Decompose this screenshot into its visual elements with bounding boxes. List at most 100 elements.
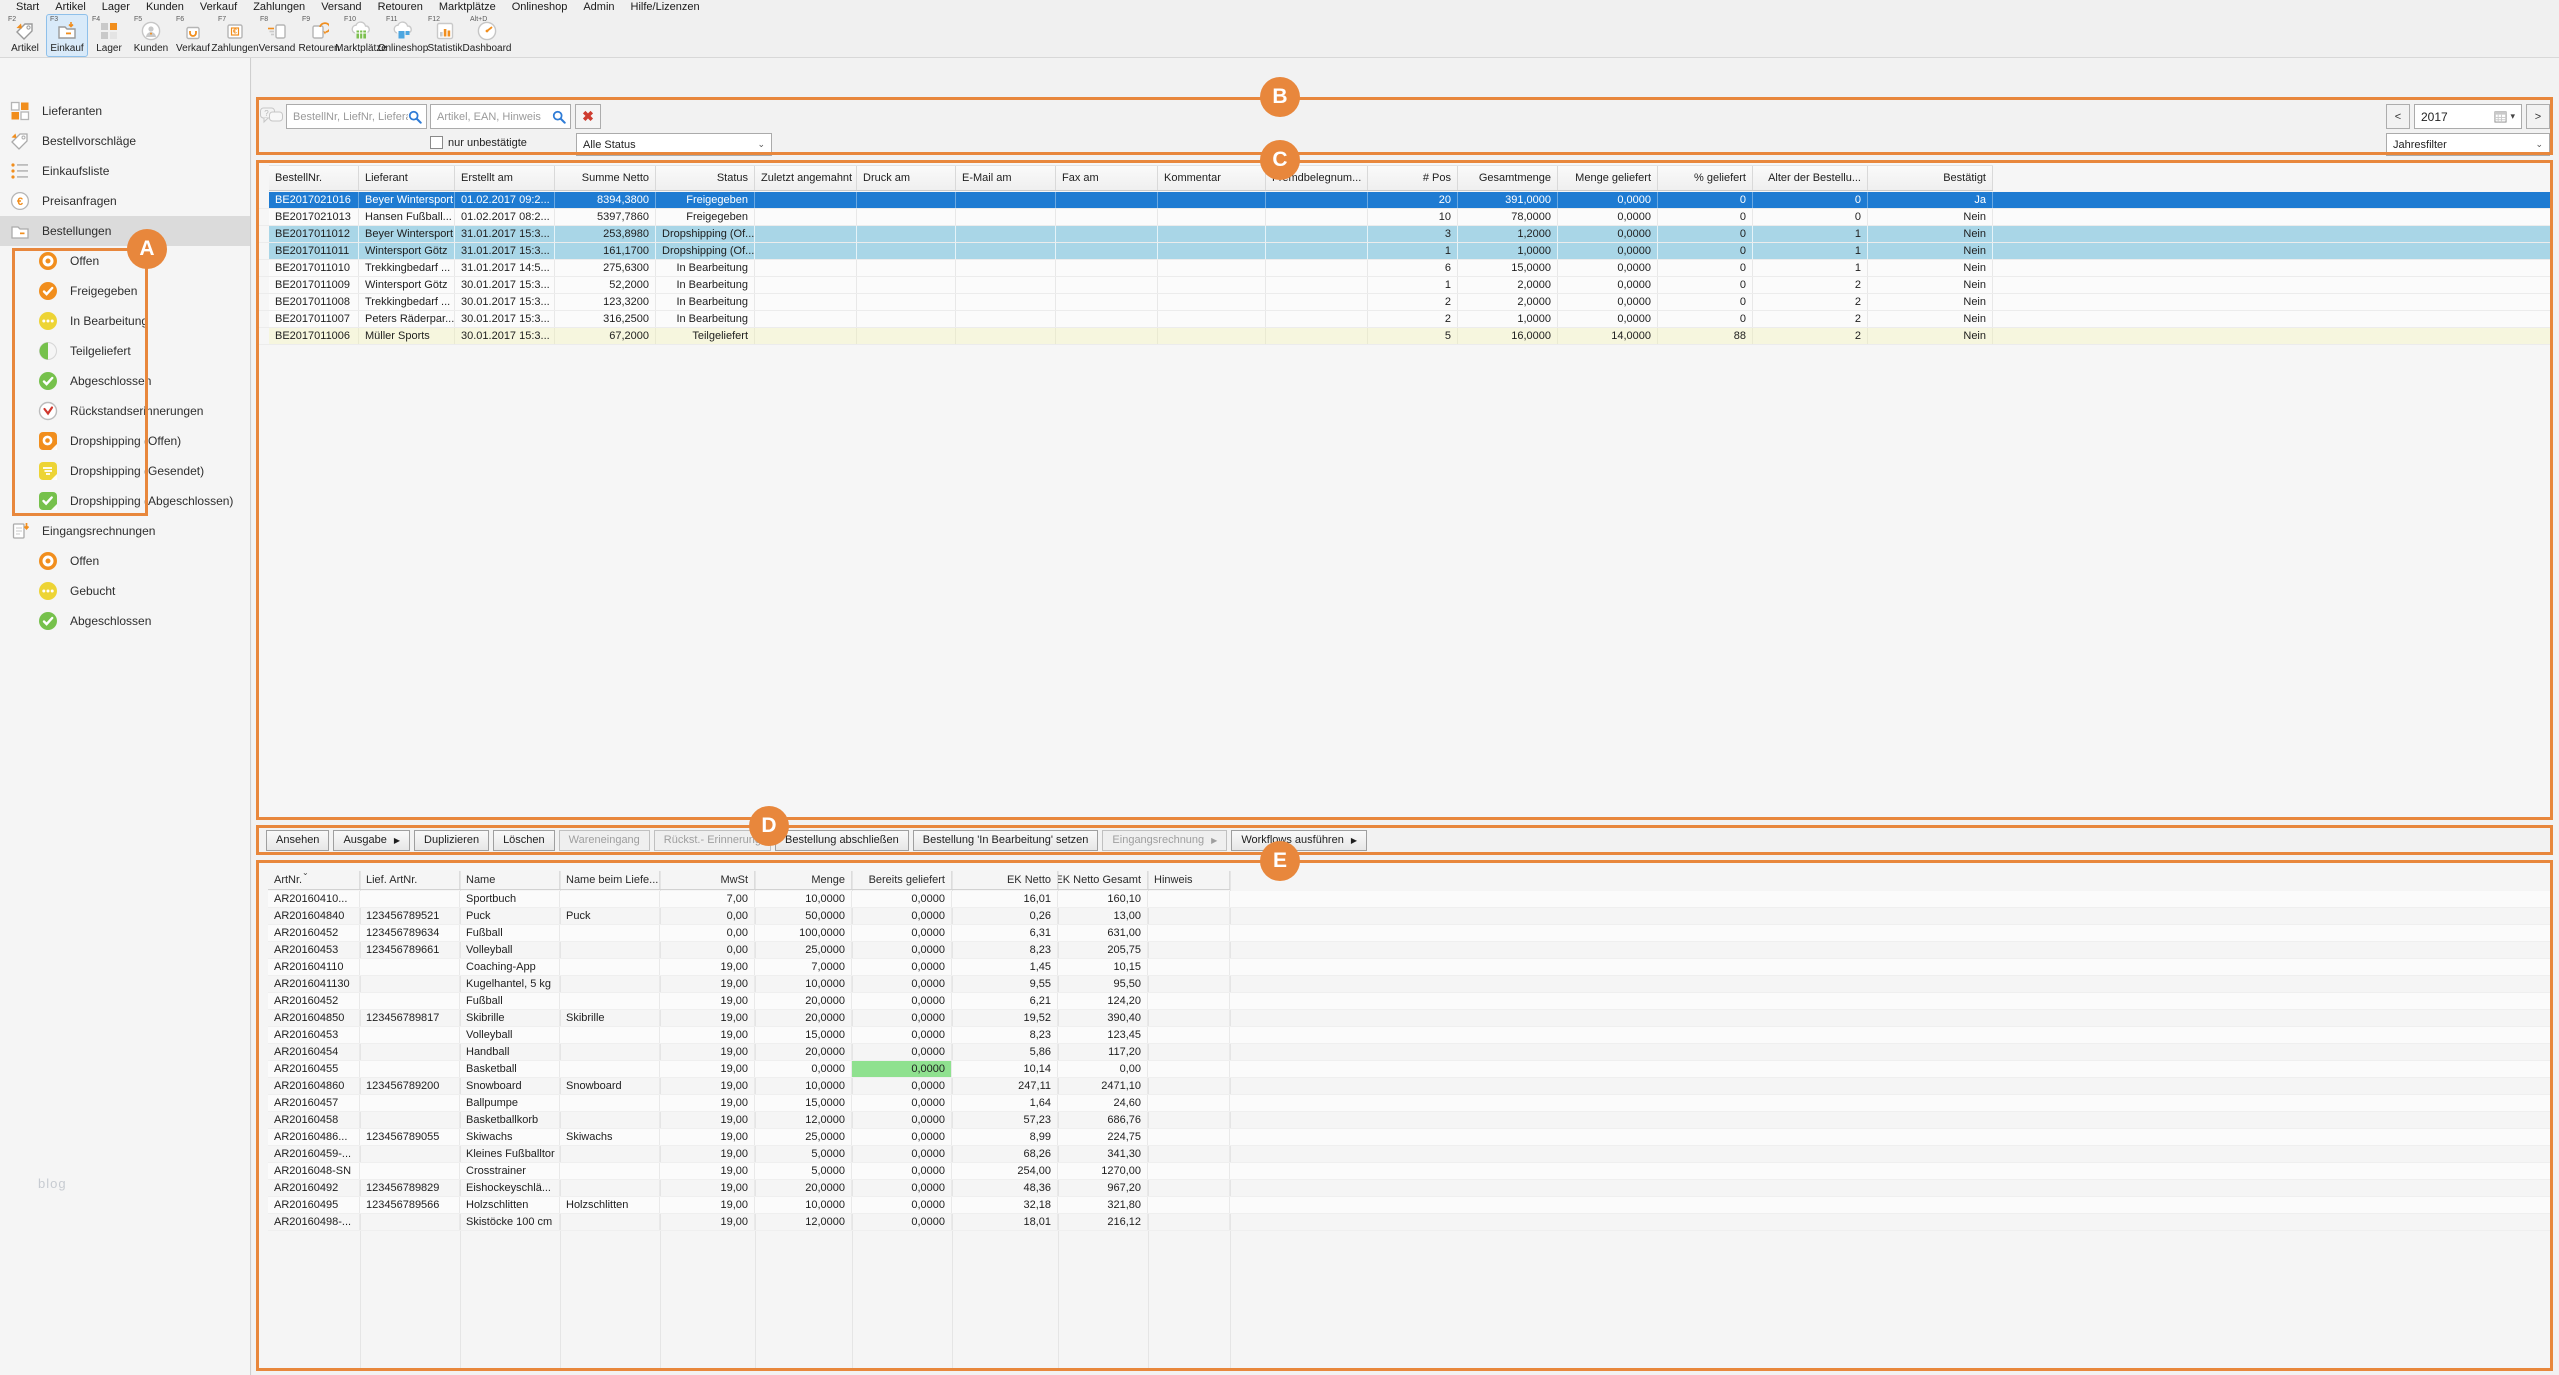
- position-row[interactable]: AR20160455 Basketball 19,00 0,0000 0,0000 10,…: [256, 1061, 2553, 1078]
- order-search-input[interactable]: [293, 110, 408, 123]
- toolbar-button-verkauf[interactable]: F6 Verkauf: [172, 14, 214, 57]
- column-header-pos[interactable]: # Pos: [1368, 166, 1458, 190]
- position-row[interactable]: AR2016048-SN Crosstrainer 19,00 5,0000 0,000…: [256, 1163, 2553, 1180]
- position-row[interactable]: AR20160452 123456789634 Fußball 0,00 100,000…: [256, 925, 2553, 942]
- position-row[interactable]: AR20160458 Basketballkorb 19,00 12,0000 0,00…: [256, 1112, 2553, 1129]
- toolbar-button-zahlungen[interactable]: F7 € Zahlungen: [211, 14, 258, 57]
- action-workflows-ausführen[interactable]: Workflows ausführen ▶: [1231, 829, 1367, 851]
- sidebar-item-abgeschlossen[interactable]: Abgeschlossen: [0, 366, 250, 396]
- position-row[interactable]: AR20160492 123456789829 Eishockeyschlä... 1…: [256, 1180, 2553, 1197]
- menu-item-lager[interactable]: Lager: [101, 1, 130, 13]
- column-header-erstellt-am[interactable]: Erstellt am: [455, 166, 555, 190]
- menu-item-verkauf[interactable]: Verkauf: [199, 1, 238, 13]
- column-header-lieferant[interactable]: Lieferant: [359, 166, 455, 190]
- column-header-fremdbelegnum[interactable]: Fremdbelegnum...: [1266, 166, 1368, 190]
- order-row[interactable]: BE2017021013 Hansen Fußball... 01.02.2017 …: [256, 209, 2553, 226]
- order-row[interactable]: BE2017011010 Trekkingbedarf ... 31.01.2017…: [256, 260, 2553, 277]
- sidebar-item-offen[interactable]: Offen: [0, 246, 250, 276]
- sidebar-item-einkaufsliste[interactable]: Einkaufsliste: [0, 156, 250, 186]
- column-header-gesamtmenge[interactable]: Gesamtmenge: [1458, 166, 1558, 190]
- sidebar-item-preisanfragen[interactable]: € Preisanfragen: [0, 186, 250, 216]
- position-row[interactable]: AR20160410... Sportbuch 7,00 10,0000 0,0000 1…: [256, 891, 2553, 908]
- toolbar-button-artikel[interactable]: F2 Artikel: [4, 14, 46, 57]
- article-search-input[interactable]: [437, 110, 552, 123]
- action-ausgabe[interactable]: Ausgabe ▶: [333, 829, 411, 851]
- column-header-name[interactable]: Name: [460, 871, 560, 889]
- toolbar-button-kunden[interactable]: F5 Kunden: [130, 14, 172, 57]
- menu-item-zahlungen[interactable]: Zahlungen: [253, 1, 306, 13]
- menu-item-kunden[interactable]: Kunden: [145, 1, 184, 13]
- sidebar-item-dropshipping-offen[interactable]: Dropshipping (Offen): [0, 426, 250, 456]
- status-filter-select[interactable]: Alle Status ⌄: [576, 133, 772, 156]
- position-row[interactable]: AR2016041130 Kugelhantel, 5 kg 19,00 10,000…: [256, 976, 2553, 993]
- toolbar-button-versand[interactable]: F8 Versand: [256, 14, 298, 57]
- toolbar-button-lager[interactable]: F4 Lager: [88, 14, 130, 57]
- year-picker[interactable]: 2017 ▾: [2414, 104, 2522, 129]
- search-icon[interactable]: [408, 110, 422, 124]
- column-header-geliefert[interactable]: % geliefert: [1658, 166, 1753, 190]
- column-header-ek-netto[interactable]: EK Netto: [952, 871, 1058, 889]
- column-header-artnr[interactable]: ArtNr. ⌄: [268, 871, 360, 889]
- action-löschen[interactable]: Löschen: [493, 829, 555, 851]
- menu-item-artikel[interactable]: Artikel: [55, 1, 86, 13]
- action-duplizieren[interactable]: Duplizieren: [414, 829, 490, 851]
- action-ansehen[interactable]: Ansehen: [266, 829, 330, 851]
- column-header-lief-artnr[interactable]: Lief. ArtNr.: [360, 871, 460, 889]
- column-header-bestellnr[interactable]: BestellNr.: [269, 166, 359, 190]
- column-header-bereits-geliefert[interactable]: Bereits geliefert: [852, 871, 952, 889]
- order-row[interactable]: BE2017021016 Beyer Wintersport 01.02.2017 …: [256, 192, 2553, 209]
- position-row[interactable]: AR201604860 123456789200 Snowboard Snowboar…: [256, 1078, 2553, 1095]
- sidebar-item-gebucht[interactable]: Gebucht: [0, 576, 250, 606]
- toolbar-button-dashboard[interactable]: Alt+D Dashboard: [463, 14, 512, 57]
- column-header-mwst[interactable]: MwSt: [660, 871, 755, 889]
- column-header-menge-geliefert[interactable]: Menge geliefert: [1558, 166, 1658, 190]
- column-header-hinweis[interactable]: Hinweis: [1148, 871, 1230, 889]
- column-header-fax-am[interactable]: Fax am: [1056, 166, 1158, 190]
- sidebar-item-dropshipping-gesendet[interactable]: Dropshipping (Gesendet): [0, 456, 250, 486]
- column-header-alter-der-bestellu[interactable]: Alter der Bestellu...: [1753, 166, 1868, 190]
- sidebar-item-bestellungen[interactable]: Bestellungen: [0, 216, 250, 246]
- action-bestellung-in-bearbeitung-setzen[interactable]: Bestellung 'In Bearbeitung' setzen: [912, 829, 1099, 851]
- next-year-button[interactable]: >: [2526, 104, 2550, 129]
- menu-item-start[interactable]: Start: [16, 1, 40, 13]
- unconfirmed-only-checkbox[interactable]: [430, 136, 443, 149]
- column-header-status[interactable]: Status: [656, 166, 755, 190]
- order-row[interactable]: BE2017011007 Peters Räderpar... 30.01.2017…: [256, 311, 2553, 328]
- action-bestellung-abschließen[interactable]: Bestellung abschließen: [775, 829, 909, 851]
- position-row[interactable]: AR201604850 123456789817 Skibrille Skibrill…: [256, 1010, 2553, 1027]
- order-row[interactable]: BE2017011008 Trekkingbedarf ... 30.01.2017…: [256, 294, 2553, 311]
- position-row[interactable]: AR20160453 123456789661 Volleyball 0,00 25,0…: [256, 942, 2553, 959]
- menu-item-admin[interactable]: Admin: [583, 1, 615, 13]
- column-header-druck-am[interactable]: Druck am: [857, 166, 956, 190]
- toolbar-button-retouren[interactable]: F9 Retouren: [298, 14, 340, 57]
- menu-item-retouren[interactable]: Retouren: [377, 1, 423, 13]
- order-row[interactable]: BE2017011012 Beyer Wintersport 31.01.2017 …: [256, 226, 2553, 243]
- position-row[interactable]: AR20160453 Volleyball 19,00 15,0000 0,0000 8,…: [256, 1027, 2553, 1044]
- position-row[interactable]: AR20160495 123456789566 Holzschlitten Holzs…: [256, 1197, 2553, 1214]
- menu-item-hilfe-lizenzen[interactable]: Hilfe/Lizenzen: [630, 1, 700, 13]
- column-header-name-beim-liefe[interactable]: Name beim Liefe...: [560, 871, 660, 889]
- search-icon[interactable]: [552, 110, 566, 124]
- toolbar-button-onlineshop[interactable]: F11 Onlineshop: [378, 14, 429, 57]
- position-row[interactable]: AR20160486... 123456789055 Skiwachs Skiwach…: [256, 1129, 2553, 1146]
- column-header-ek-netto-gesamt[interactable]: EK Netto Gesamt: [1058, 871, 1148, 889]
- sidebar-item-dropshipping-abgeschlossen[interactable]: Dropshipping (Abgeschlossen): [0, 486, 250, 516]
- sidebar-item-teilgeliefert[interactable]: Teilgeliefert: [0, 336, 250, 366]
- toolbar-button-marktplätze[interactable]: F10 Marktplätze: [335, 14, 387, 57]
- menu-item-onlineshop[interactable]: Onlineshop: [511, 1, 568, 13]
- order-row[interactable]: BE2017011009 Wintersport Götz 30.01.2017 1…: [256, 277, 2553, 294]
- position-row[interactable]: AR201604840 123456789521 Puck Puck 0,00 50,00…: [256, 908, 2553, 925]
- toolbar-button-statistik[interactable]: F12 Statistik: [424, 14, 466, 57]
- sidebar-item-lieferanten[interactable]: Lieferanten: [0, 96, 250, 126]
- menu-item-versand[interactable]: Versand: [321, 1, 362, 13]
- previous-year-button[interactable]: <: [2386, 104, 2410, 129]
- position-row[interactable]: AR20160498-... Skistöcke 100 cm 19,00 12,00…: [256, 1214, 2553, 1231]
- sidebar-item-abgeschlossen[interactable]: Abgeschlossen: [0, 606, 250, 636]
- position-row[interactable]: AR20160454 Handball 19,00 20,0000 0,0000 5,86…: [256, 1044, 2553, 1061]
- column-header-bestätigt[interactable]: Bestätigt: [1868, 166, 1993, 190]
- column-header-summe-netto[interactable]: Summe Netto: [555, 166, 656, 190]
- column-header-e-mail-am[interactable]: E-Mail am: [956, 166, 1056, 190]
- sidebar-item-offen[interactable]: Offen: [0, 546, 250, 576]
- column-header-kommentar[interactable]: Kommentar: [1158, 166, 1266, 190]
- year-filter-select[interactable]: Jahresfilter ⌄: [2386, 133, 2550, 156]
